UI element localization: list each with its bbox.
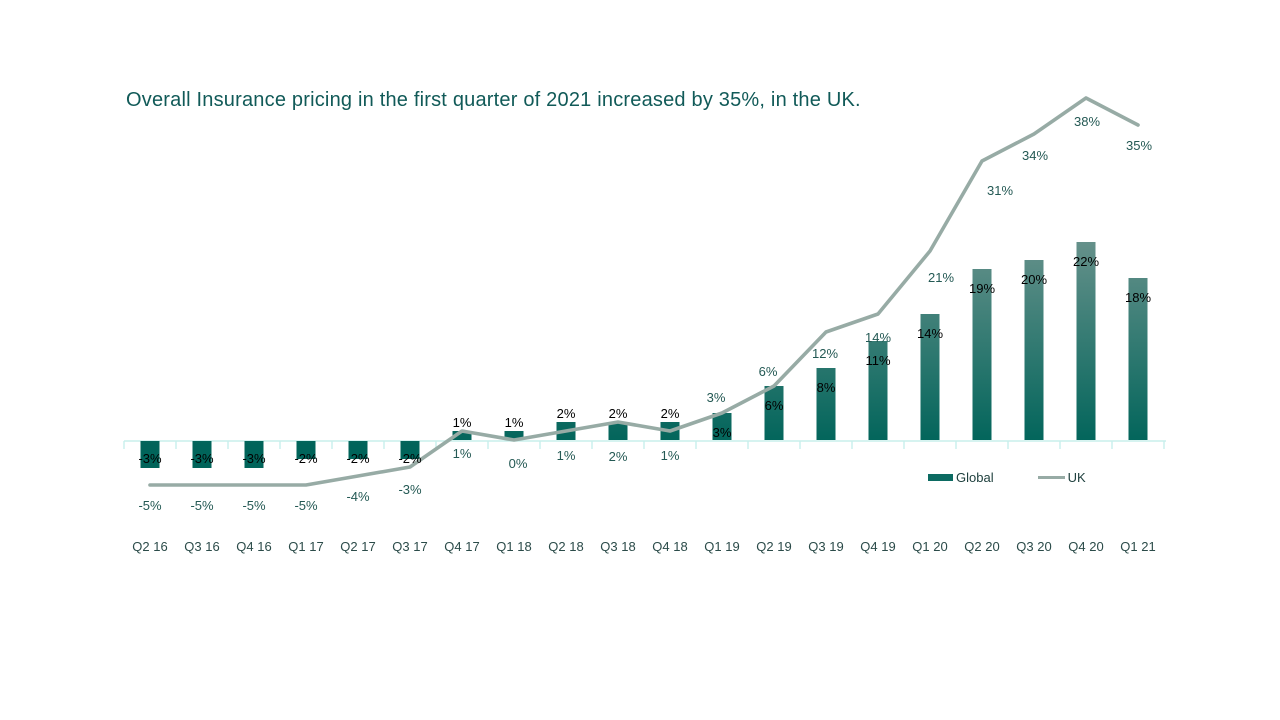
x-axis-label-q2-18: Q2 18 xyxy=(548,539,583,554)
global-bar-label-q2-20: 19% xyxy=(969,281,995,296)
global-bar-q4-20 xyxy=(1076,242,1096,440)
legend-item-global: Global xyxy=(928,470,994,485)
x-axis-label-q1-18: Q1 18 xyxy=(496,539,531,554)
x-axis-label-q4-18: Q4 18 xyxy=(652,539,687,554)
global-bar-q1-21 xyxy=(1128,278,1148,440)
global-bar-label-q3-17: -2% xyxy=(398,451,422,466)
global-bar-q3-18 xyxy=(608,422,628,440)
chart-legend: Global UK xyxy=(928,470,1086,485)
x-axis-label-q2-17: Q2 17 xyxy=(340,539,375,554)
x-axis-label-q4-17: Q4 17 xyxy=(444,539,479,554)
uk-point-label-q3-16: -5% xyxy=(190,498,214,513)
x-axis-label-q3-17: Q3 17 xyxy=(392,539,427,554)
uk-point-label-q1-17: -5% xyxy=(294,498,318,513)
global-bar-label-q2-16: -3% xyxy=(138,451,162,466)
x-axis-label-q4-16: Q4 16 xyxy=(236,539,271,554)
global-bar-q2-17 xyxy=(348,441,368,459)
global-bar-q2-20 xyxy=(972,269,992,440)
global-bar-label-q3-20: 20% xyxy=(1021,272,1047,287)
uk-point-label-q2-19: 6% xyxy=(759,364,778,379)
global-bar-label-q4-19: 11% xyxy=(865,353,890,368)
uk-point-label-q1-18: 0% xyxy=(509,456,528,471)
global-bar-label-q4-16: -3% xyxy=(242,451,266,466)
global-bar-q1-17 xyxy=(296,441,316,459)
global-bar-label-q4-18: 2% xyxy=(661,406,680,421)
global-bar-q2-19 xyxy=(764,386,784,440)
x-axis-label-q4-20: Q4 20 xyxy=(1068,539,1103,554)
global-bar-label-q1-20: 14% xyxy=(917,326,943,341)
global-bar-q4-19 xyxy=(868,341,888,440)
uk-point-label-q1-21: 35% xyxy=(1126,138,1152,153)
global-bar-label-q1-17: -2% xyxy=(294,451,318,466)
x-axis-label-q3-20: Q3 20 xyxy=(1016,539,1051,554)
uk-series-swatch-icon xyxy=(1037,476,1065,479)
x-axis-label-q3-19: Q3 19 xyxy=(808,539,843,554)
x-axis-label-q2-19: Q2 19 xyxy=(756,539,791,554)
global-bar-label-q2-19: 6% xyxy=(765,398,784,413)
uk-point-label-q2-20: 31% xyxy=(987,183,1013,198)
x-axis-label-q1-17: Q1 17 xyxy=(288,539,323,554)
x-axis-label-q1-20: Q1 20 xyxy=(912,539,947,554)
uk-point-label-q4-16: -5% xyxy=(242,498,266,513)
x-axis-label-q2-20: Q2 20 xyxy=(964,539,999,554)
x-axis-label-q1-21: Q1 21 xyxy=(1120,539,1155,554)
global-bar-label-q1-18: 1% xyxy=(505,415,524,430)
global-series-swatch-icon xyxy=(928,474,953,481)
global-bar-q1-20 xyxy=(920,314,940,440)
uk-point-label-q3-19: 12% xyxy=(812,346,838,361)
global-bar-label-q1-19: 3% xyxy=(713,425,732,440)
uk-point-label-q1-19: 3% xyxy=(707,390,726,405)
uk-point-label-q3-17: -3% xyxy=(398,482,422,497)
global-bar-q4-16 xyxy=(244,441,264,468)
global-bar-label-q3-16: -3% xyxy=(190,451,214,466)
uk-point-label-q4-19: 14% xyxy=(865,330,891,345)
x-axis-label-q3-18: Q3 18 xyxy=(600,539,635,554)
uk-point-label-q4-17: 1% xyxy=(453,446,472,461)
x-axis-label-q4-19: Q4 19 xyxy=(860,539,895,554)
global-bar-q1-19 xyxy=(712,413,732,440)
global-bar-label-q4-20: 22% xyxy=(1073,254,1099,269)
global-bar-label-q2-18: 2% xyxy=(557,406,576,421)
global-bar-label-q3-19: 8% xyxy=(817,380,836,395)
global-bar-q3-20 xyxy=(1024,260,1044,440)
x-axis-label-q3-16: Q3 16 xyxy=(184,539,219,554)
uk-line xyxy=(148,96,1140,487)
uk-point-label-q3-18: 2% xyxy=(609,449,628,464)
chart-title: Overall Insurance pricing in the first q… xyxy=(126,89,861,111)
global-bar-label-q3-18: 2% xyxy=(609,406,628,421)
global-bar-q3-16 xyxy=(192,441,212,468)
uk-point-label-q1-20: 21% xyxy=(928,270,954,285)
global-bar-q1-18 xyxy=(504,431,524,440)
legend-item-uk: UK xyxy=(1037,470,1086,485)
uk-point-label-q4-20: 38% xyxy=(1074,114,1100,129)
global-bar-label-q2-17: -2% xyxy=(346,451,370,466)
uk-point-label-q2-18: 1% xyxy=(557,448,576,463)
uk-point-label-q2-17: -4% xyxy=(346,489,370,504)
legend-label-uk: UK xyxy=(1067,470,1086,485)
global-bar-q2-16 xyxy=(140,441,160,468)
global-bar-label-q1-21: 18% xyxy=(1125,290,1151,305)
uk-point-label-q3-20: 34% xyxy=(1022,148,1048,163)
x-axis-label-q1-19: Q1 19 xyxy=(704,539,739,554)
x-axis-label-q2-16: Q2 16 xyxy=(132,539,167,554)
uk-point-label-q2-16: -5% xyxy=(138,498,162,513)
uk-point-label-q4-18: 1% xyxy=(661,448,680,463)
legend-label-global: Global xyxy=(956,470,994,485)
global-bar-label-q4-17: 1% xyxy=(453,415,472,430)
global-bar-q3-19 xyxy=(816,368,836,440)
global-bar-q4-17 xyxy=(452,431,472,440)
global-bar-q3-17 xyxy=(400,441,420,459)
